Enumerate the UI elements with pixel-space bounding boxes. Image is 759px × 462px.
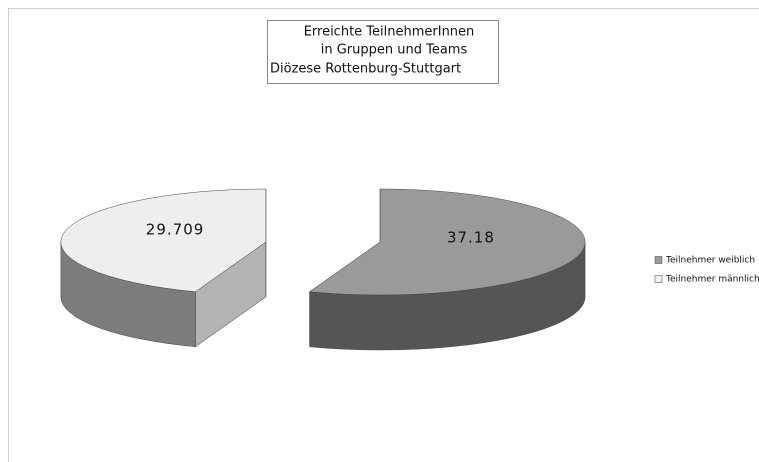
slice-top	[308, 188, 586, 296]
chart-title: Diözese Rottenburg-Stuttgart	[270, 62, 461, 77]
legend: Teilnehmer weiblich Teilnehmer männlich	[654, 256, 759, 285]
chart-title: in Gruppen und Teams	[321, 43, 468, 58]
pie-slice	[308, 188, 586, 351]
legend-label: Teilnehmer weiblich	[665, 256, 755, 266]
legend-label: Teilnehmer männlich	[665, 275, 759, 285]
legend-swatch	[654, 256, 663, 264]
chart-title: Erreichte TeilnehmerInnen	[304, 25, 475, 40]
legend-swatch	[654, 275, 663, 283]
pie-slice	[60, 188, 267, 348]
pie: 37.18 29.709	[60, 188, 586, 351]
data-label: 37.18	[447, 229, 495, 247]
title-box	[267, 20, 499, 84]
slice-top	[60, 188, 267, 293]
data-label: 29.709	[146, 220, 205, 238]
